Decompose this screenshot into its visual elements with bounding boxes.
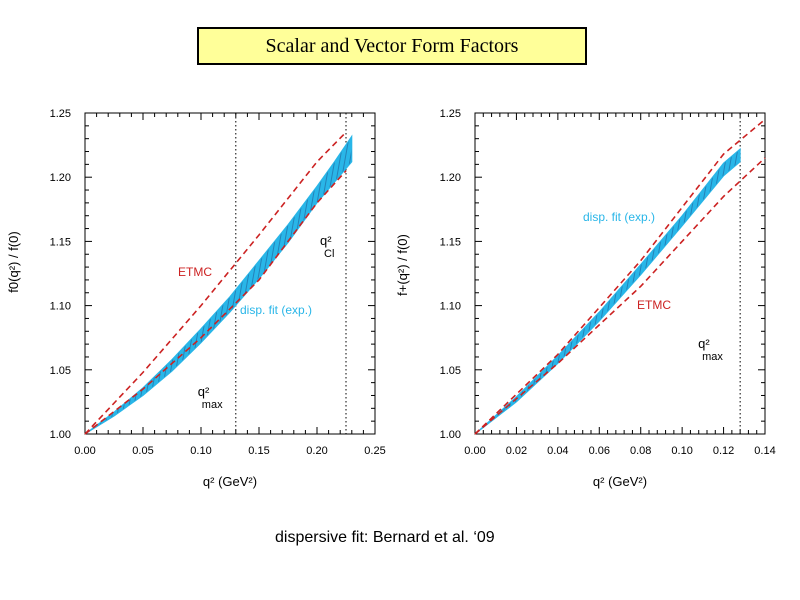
annotation-dispfitexp: disp. fit (exp.) — [583, 210, 655, 224]
y-tick-label: 1.20 — [440, 172, 461, 184]
x-tick-label: 0.10 — [190, 445, 211, 457]
plot-frame — [474, 112, 766, 435]
annotation-dispfitexp: disp. fit (exp.) — [240, 303, 312, 317]
x-tick-label: 0.06 — [589, 445, 610, 457]
y-tick-label: 1.00 — [440, 429, 461, 441]
x-tick-label: 0.20 — [306, 445, 327, 457]
x-tick-label: 0.04 — [547, 445, 568, 457]
y-tick-label: 1.25 — [50, 108, 71, 120]
plot-frame — [84, 112, 376, 435]
x-tick-label: 0.08 — [630, 445, 651, 457]
y-tick-label: 1.05 — [440, 365, 461, 377]
x-axis-label: q² (GeV²) — [203, 474, 257, 489]
q2-limit-label: q² — [198, 384, 210, 399]
x-tick-label: 0.15 — [248, 445, 269, 457]
q2-limit-subscript: Cl — [324, 248, 334, 260]
x-tick-label: 0.02 — [506, 445, 527, 457]
etmc-bound-line-1 — [84, 170, 347, 435]
x-tick-label: 0.10 — [671, 445, 692, 457]
disp-fit-band — [84, 134, 353, 435]
x-tick-label: 0.00 — [464, 445, 485, 457]
y-tick-label: 1.05 — [50, 365, 71, 377]
q2-limit-subscript: max — [202, 399, 223, 411]
y-tick-label: 1.10 — [440, 301, 461, 313]
y-tick-label: 1.00 — [50, 429, 71, 441]
y-tick-label: 1.10 — [50, 301, 71, 313]
etmc-bound-line-1 — [474, 157, 766, 435]
q2-limit-label: q² — [698, 336, 710, 351]
form-factor-charts: 0.00 0.05 0.10 0.15 0.20 0.25 1.00 1.05 1.10 1.15… — [6, 108, 776, 489]
caption: dispersive fit: Bernard et al. ‘09 — [275, 529, 495, 546]
etmc-bound-line-0 — [474, 118, 766, 435]
x-tick-label: 0.00 — [74, 445, 95, 457]
etmc-bound-line-0 — [84, 131, 347, 435]
q2-limit-subscript: max — [702, 351, 723, 363]
y-tick-label: 1.20 — [50, 172, 71, 184]
x-tick-label: 0.25 — [364, 445, 385, 457]
x-tick-label: 0.14 — [754, 445, 775, 457]
annotation-etmc: ETMC — [178, 265, 212, 279]
x-tick-label: 0.12 — [713, 445, 734, 457]
slide-title: Scalar and Vector Form Factors — [197, 27, 587, 65]
q2-limit-label: q² — [320, 233, 332, 248]
y-axis-label: f0(q²) / f(0) — [6, 231, 21, 292]
y-tick-label: 1.15 — [440, 236, 461, 248]
chart-panel-right: 0.00 0.02 0.04 0.06 0.08 0.10 0.12 0.14 1.00 1.05… — [395, 108, 776, 489]
y-axis-label: f+(q²) / f(0) — [395, 234, 410, 296]
chart-panel-left: 0.00 0.05 0.10 0.15 0.20 0.25 1.00 1.05 1.10 1.15… — [6, 108, 386, 489]
x-axis-label: q² (GeV²) — [593, 474, 647, 489]
y-tick-label: 1.25 — [440, 108, 461, 120]
annotation-etmc: ETMC — [637, 298, 671, 312]
y-tick-label: 1.15 — [50, 236, 71, 248]
disp-fit-band — [474, 147, 741, 435]
x-tick-label: 0.05 — [132, 445, 153, 457]
